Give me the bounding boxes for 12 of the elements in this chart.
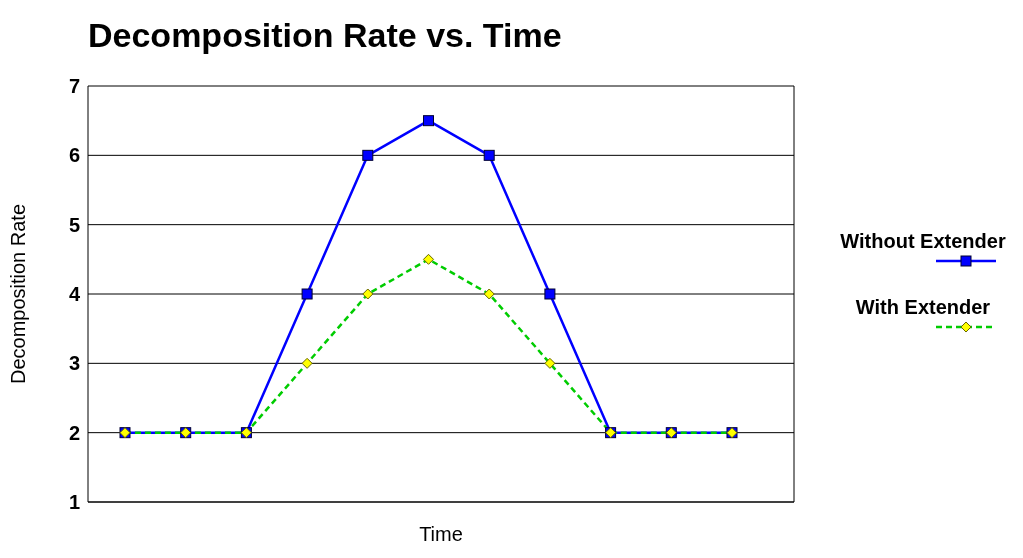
text: Without Extender xyxy=(839,230,1007,252)
y-tick-label: 2 xyxy=(68,421,80,444)
y-tick-label: 7 xyxy=(68,75,80,98)
text: With Extender xyxy=(854,296,992,318)
y-tick-label: 3 xyxy=(68,352,80,375)
x-axis-title: Time xyxy=(419,523,463,545)
y-tick-label: 5 xyxy=(68,213,80,236)
chart-title: Decomposition Rate vs. Time xyxy=(88,16,562,55)
y-tick-label: 4 xyxy=(68,283,81,306)
y-tick-label: 6 xyxy=(68,144,80,167)
y-axis-title: Decomposition Rate xyxy=(7,203,30,385)
y-tick-label: 1 xyxy=(68,491,80,514)
